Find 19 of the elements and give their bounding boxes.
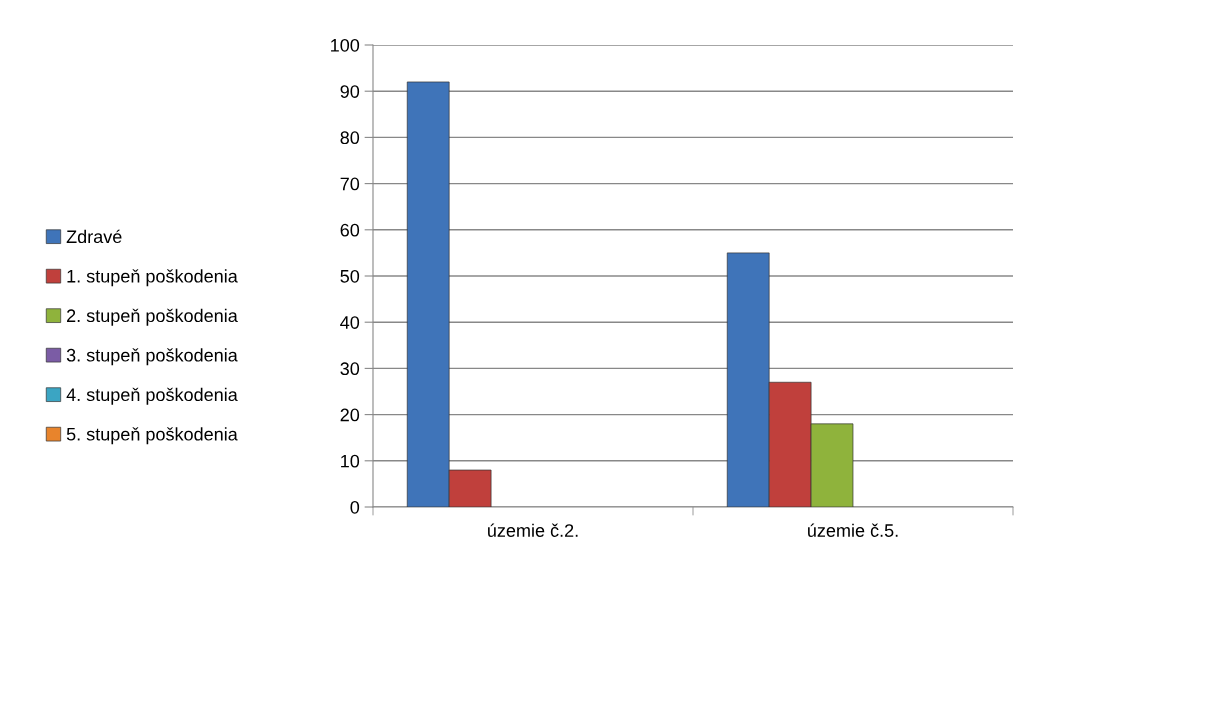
y-tick-label: 20 — [340, 408, 360, 422]
legend-label: 5. stupeň poškodenia — [66, 427, 238, 445]
y-tick-label: 0 — [350, 500, 360, 514]
legend-label: 1. stupeň poškodenia — [67, 269, 238, 287]
legend-label: Zdravé — [66, 229, 122, 244]
legend-label: 4. stupeň poškodenia — [66, 387, 238, 405]
y-tick-label: 10 — [341, 454, 360, 468]
legend-label: 2. stupeň poškodenia — [67, 308, 238, 326]
y-tick-label: 30 — [340, 362, 360, 376]
y-tick-label: 100 — [331, 38, 360, 52]
y-tick-label: 40 — [340, 316, 360, 329]
y-tick-label: 50 — [340, 269, 360, 283]
x-tick-label: územie č.5. — [808, 523, 898, 537]
y-tick-label: 80 — [340, 131, 360, 145]
y-tick-label: 70 — [340, 177, 360, 191]
y-tick-label: 90 — [340, 85, 360, 98]
x-tick-label: územie č.2. — [488, 523, 578, 537]
legend-label: 3. stupeň poškodenia — [66, 348, 238, 366]
y-tick-label: 60 — [340, 223, 360, 237]
